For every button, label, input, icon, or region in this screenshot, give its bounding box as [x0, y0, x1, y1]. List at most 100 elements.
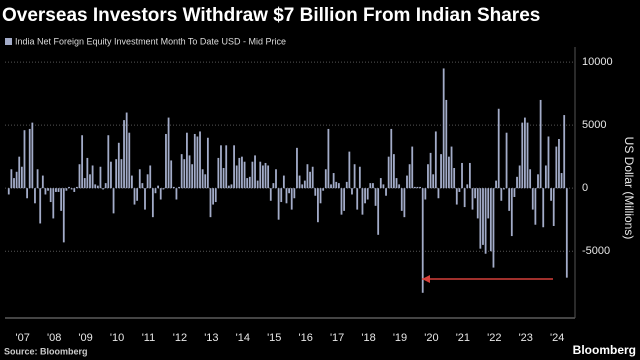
bar — [374, 188, 377, 206]
bar — [165, 133, 167, 189]
bar — [86, 157, 89, 189]
bar — [526, 122, 529, 189]
bar — [503, 188, 505, 190]
bar — [34, 188, 36, 204]
bar — [282, 175, 285, 189]
bar — [495, 180, 497, 189]
bar — [322, 188, 325, 191]
bar — [466, 184, 469, 189]
bar — [157, 185, 159, 189]
x-tick-label: '09 — [78, 332, 92, 344]
bar — [241, 156, 243, 189]
bar — [510, 188, 513, 237]
bar — [89, 174, 91, 189]
bar — [437, 188, 440, 199]
y-tick-label: 10000 — [582, 56, 613, 68]
bar — [172, 186, 175, 189]
bar — [146, 174, 149, 189]
x-tick-label: '16 — [299, 332, 313, 344]
bar — [563, 115, 566, 189]
bar — [461, 162, 463, 189]
bar — [442, 68, 445, 189]
bar — [183, 159, 186, 189]
bar — [62, 188, 65, 243]
bar — [487, 188, 490, 219]
bar — [41, 175, 44, 189]
bar — [57, 188, 60, 192]
bar — [238, 157, 241, 189]
bar — [230, 184, 233, 189]
bar — [379, 178, 382, 189]
bar — [81, 135, 84, 189]
bar — [75, 186, 78, 189]
bar — [413, 186, 416, 189]
bar — [468, 162, 471, 189]
bar — [306, 164, 309, 189]
bar — [131, 175, 133, 189]
x-tick-label: '11 — [142, 332, 156, 344]
bar — [558, 139, 560, 189]
bar — [293, 188, 296, 199]
bar — [201, 169, 204, 189]
bar — [521, 122, 524, 189]
bar — [264, 162, 267, 189]
brand: Bloomberg — [573, 343, 636, 357]
bar — [112, 188, 115, 214]
bar — [175, 188, 178, 200]
bar — [180, 154, 183, 189]
bar — [463, 188, 466, 208]
bar — [193, 133, 196, 189]
bar — [167, 117, 170, 189]
bar — [49, 188, 52, 203]
bar — [531, 188, 534, 210]
bar — [387, 156, 390, 189]
bar — [353, 164, 356, 189]
bar — [222, 168, 225, 189]
plot — [5, 61, 575, 293]
bar — [471, 188, 474, 210]
x-tick-label: '19 — [393, 332, 407, 344]
bar — [162, 188, 165, 190]
chart-title: Overseas Investors Withdraw $7 Billion F… — [2, 5, 540, 26]
bar — [65, 188, 68, 191]
x-tick-label: '18 — [361, 332, 375, 344]
bar — [440, 154, 442, 189]
bar — [529, 169, 532, 189]
bar — [188, 155, 191, 189]
source: Source: Bloomberg — [4, 346, 88, 356]
bar — [537, 174, 539, 189]
bar — [204, 174, 207, 189]
bar — [552, 188, 555, 226]
bar — [7, 188, 10, 195]
bar — [133, 188, 136, 205]
x-tick-label: '22 — [487, 332, 501, 344]
bar — [15, 171, 18, 189]
bar — [560, 173, 563, 189]
bar — [445, 99, 448, 189]
bar — [408, 164, 411, 189]
bar — [227, 185, 230, 189]
bar — [280, 188, 283, 203]
bar — [513, 188, 516, 197]
bar — [390, 128, 393, 189]
bar — [497, 108, 500, 189]
y-tick-label: -5000 — [582, 245, 610, 257]
bar — [290, 188, 293, 210]
legend-swatch — [5, 38, 12, 45]
bar — [68, 186, 70, 189]
bar — [154, 188, 157, 194]
bar — [393, 154, 395, 189]
bar — [285, 188, 288, 204]
bar — [259, 161, 262, 189]
bar — [212, 188, 215, 205]
bar — [479, 188, 482, 249]
bar — [117, 142, 120, 189]
bar — [361, 188, 364, 215]
bar — [128, 132, 131, 189]
bar — [429, 152, 432, 189]
bar — [324, 169, 327, 189]
bar — [343, 188, 346, 211]
bar — [406, 175, 408, 189]
bar — [275, 169, 277, 189]
